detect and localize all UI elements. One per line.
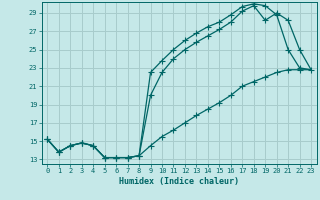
X-axis label: Humidex (Indice chaleur): Humidex (Indice chaleur) bbox=[119, 177, 239, 186]
